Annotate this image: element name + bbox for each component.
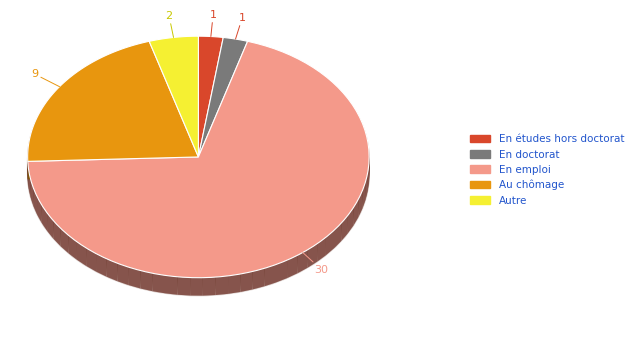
Ellipse shape [28, 41, 369, 282]
Polygon shape [198, 37, 248, 157]
Polygon shape [106, 259, 117, 281]
Polygon shape [129, 267, 141, 289]
Text: 9: 9 [31, 69, 60, 87]
Polygon shape [37, 197, 42, 223]
Polygon shape [358, 190, 362, 217]
Ellipse shape [28, 44, 369, 285]
Polygon shape [177, 277, 190, 295]
Ellipse shape [28, 50, 369, 291]
Polygon shape [149, 36, 198, 157]
Ellipse shape [28, 54, 369, 296]
Polygon shape [29, 170, 31, 197]
Ellipse shape [28, 39, 369, 281]
Polygon shape [33, 188, 37, 215]
Text: 1: 1 [236, 13, 246, 39]
Polygon shape [28, 157, 198, 179]
Text: 30: 30 [303, 253, 328, 275]
Ellipse shape [28, 45, 369, 287]
Polygon shape [365, 173, 367, 200]
Polygon shape [298, 250, 308, 273]
Polygon shape [165, 275, 177, 295]
Polygon shape [77, 242, 86, 266]
Polygon shape [28, 41, 369, 278]
Polygon shape [86, 248, 96, 272]
Polygon shape [326, 230, 334, 255]
Polygon shape [253, 268, 264, 289]
Polygon shape [216, 276, 228, 295]
Polygon shape [287, 255, 298, 278]
Polygon shape [334, 223, 341, 248]
Text: 2: 2 [166, 11, 173, 37]
Polygon shape [28, 41, 198, 162]
Polygon shape [42, 205, 47, 231]
Polygon shape [61, 228, 68, 253]
Polygon shape [348, 207, 353, 233]
Ellipse shape [28, 51, 369, 293]
Polygon shape [47, 213, 53, 239]
Polygon shape [117, 263, 129, 285]
Polygon shape [190, 277, 203, 295]
Polygon shape [228, 274, 241, 294]
Polygon shape [317, 237, 326, 262]
Legend: En études hors doctorat, En doctorat, En emploi, Au chômage, Autre: En études hors doctorat, En doctorat, En… [465, 130, 628, 210]
Polygon shape [68, 235, 77, 260]
Ellipse shape [28, 53, 369, 294]
Polygon shape [264, 265, 276, 286]
Ellipse shape [28, 42, 369, 284]
Polygon shape [362, 182, 365, 208]
Polygon shape [241, 271, 253, 292]
Polygon shape [341, 215, 348, 241]
Polygon shape [367, 164, 369, 191]
Polygon shape [96, 254, 106, 277]
Polygon shape [276, 260, 287, 283]
Ellipse shape [28, 48, 369, 290]
Polygon shape [203, 277, 216, 295]
Polygon shape [153, 273, 165, 293]
Polygon shape [28, 157, 198, 179]
Ellipse shape [28, 38, 369, 279]
Polygon shape [308, 244, 317, 268]
Polygon shape [198, 36, 223, 157]
Ellipse shape [28, 47, 369, 288]
Polygon shape [141, 271, 153, 291]
Polygon shape [28, 162, 29, 188]
Polygon shape [353, 199, 358, 225]
Polygon shape [31, 179, 33, 206]
Polygon shape [53, 221, 61, 246]
Text: 1: 1 [210, 10, 216, 36]
